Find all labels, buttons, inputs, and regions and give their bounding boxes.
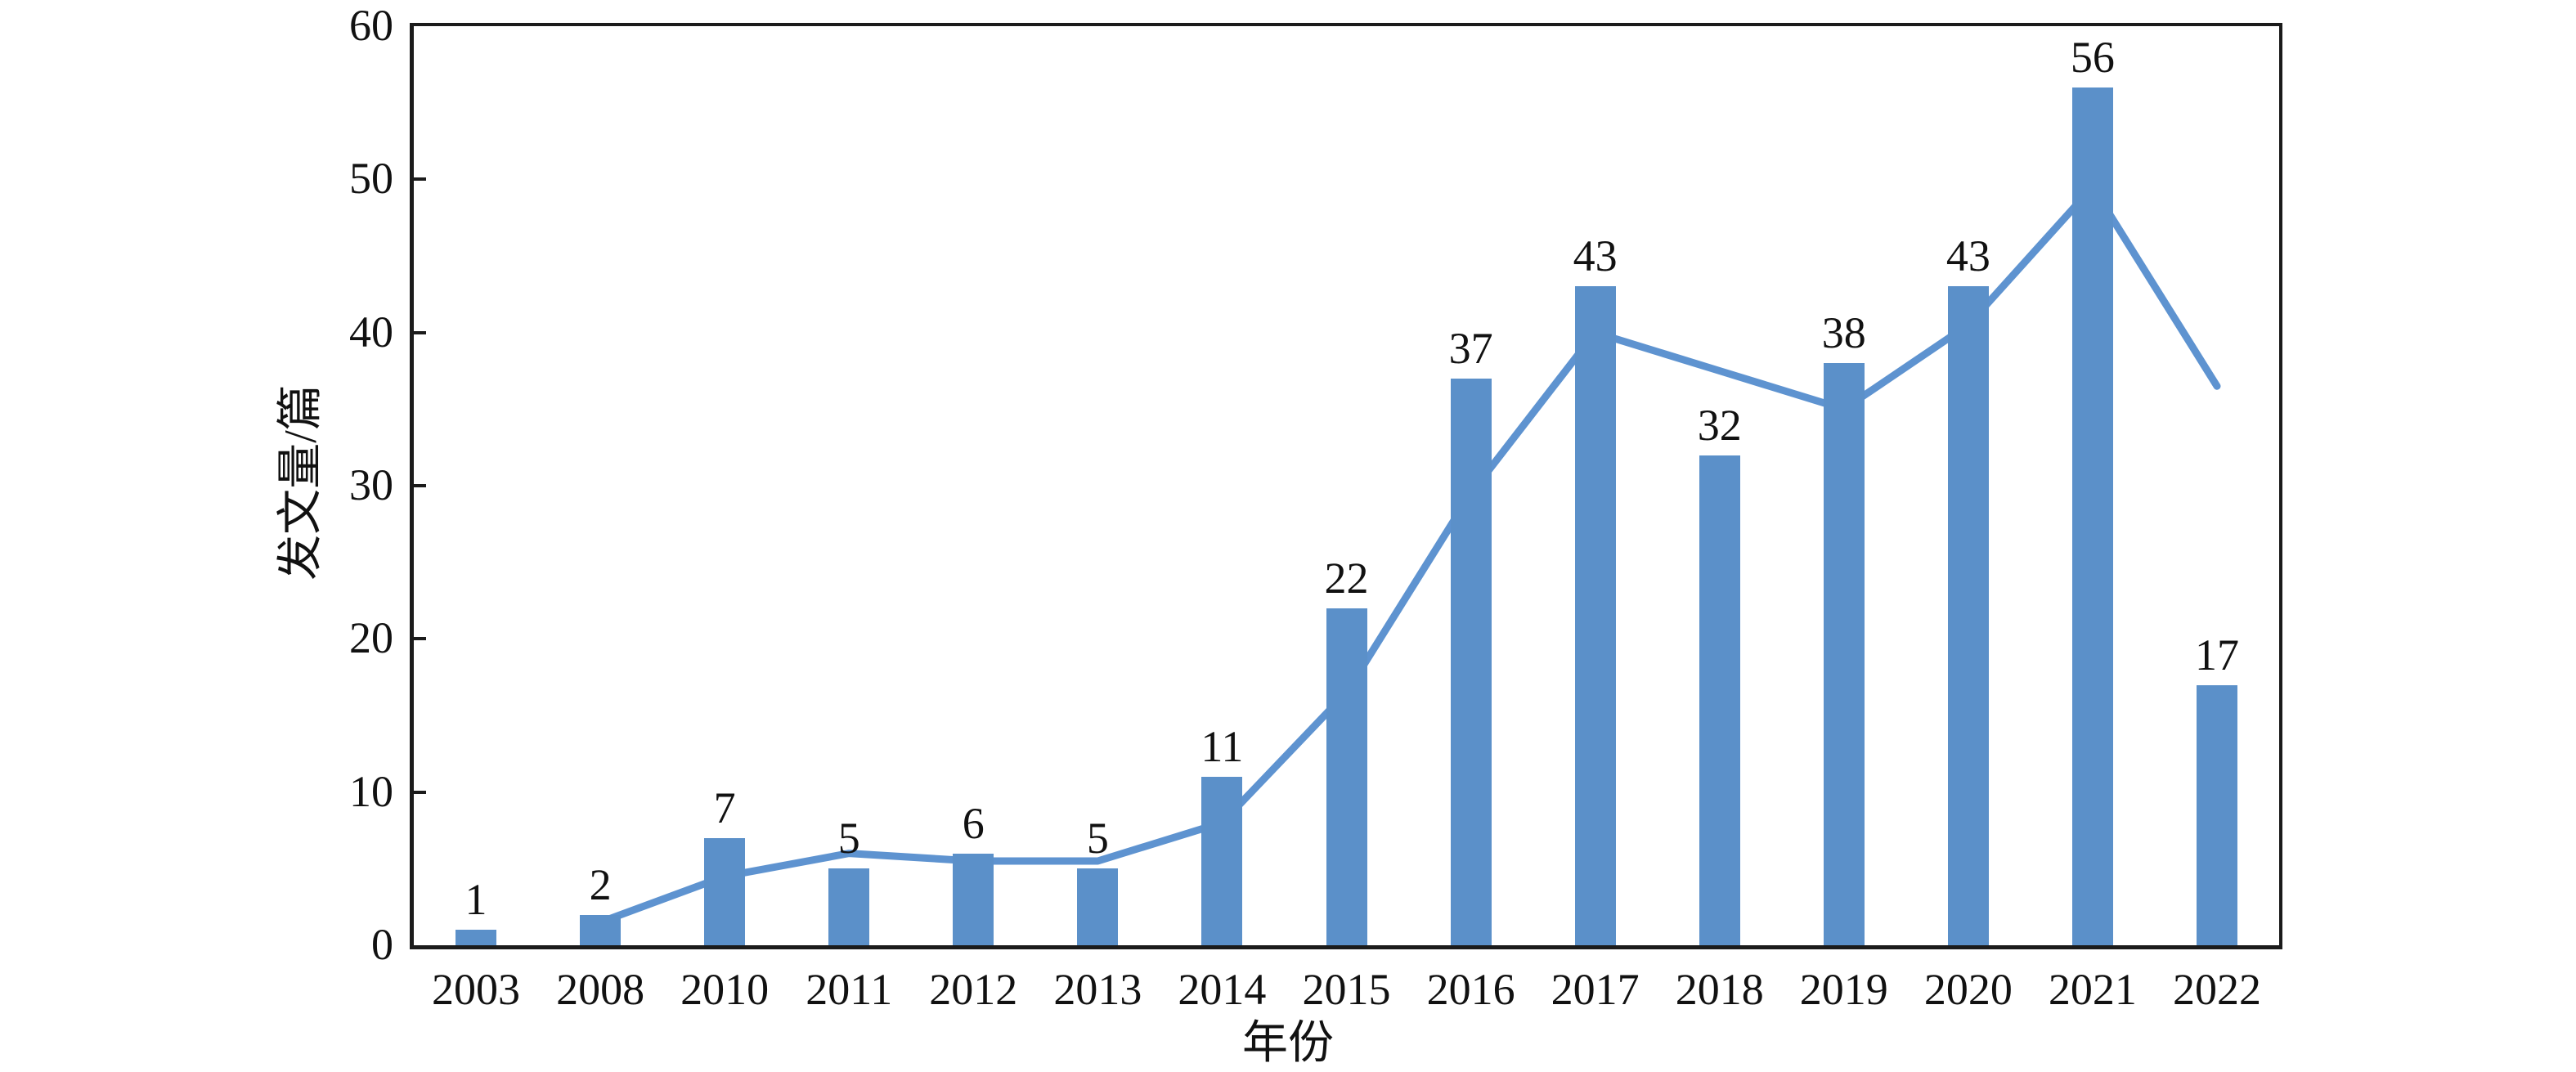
bar-value-label-2010: 7 <box>713 783 736 832</box>
bar-2011 <box>828 868 870 945</box>
y-tick-label-60: 60 <box>349 0 393 50</box>
bar-2021 <box>2071 87 2113 945</box>
y-tick-label-0: 0 <box>371 919 393 969</box>
x-tick-label-2015: 2015 <box>1302 965 1391 1014</box>
plot-inner: 1 2 7 5 6 5 11 22 37 43 32 38 43 56 17 <box>414 26 2279 945</box>
bar-2017 <box>1574 286 1616 945</box>
y-tick-mark-10 <box>414 790 426 794</box>
bar-value-label-2013: 5 <box>1086 814 1109 863</box>
x-tick-label-2022: 2022 <box>2172 965 2261 1014</box>
y-tick-label-40: 40 <box>349 307 393 357</box>
y-tick-mark-40 <box>414 330 426 334</box>
trend-line-chart <box>596 183 2221 926</box>
x-tick-label-2017: 2017 <box>1551 965 1640 1014</box>
bar-value-label-2020: 43 <box>1945 231 1990 281</box>
bar-value-label-2018: 32 <box>1697 400 1742 450</box>
x-tick-label-2011: 2011 <box>806 965 893 1014</box>
y-tick-mark-50 <box>414 177 426 182</box>
x-axis-title: 年份 <box>1242 1018 1334 1069</box>
bar-2022 <box>2196 684 2237 945</box>
x-tick-label-2014: 2014 <box>1178 965 1267 1014</box>
x-tick-label-2020: 2020 <box>1923 965 2013 1014</box>
x-tick-label-2013: 2013 <box>1053 965 1142 1014</box>
bar-value-label-2008: 2 <box>589 859 612 909</box>
y-tick-label-20: 20 <box>349 613 393 663</box>
y-tick-mark-20 <box>414 637 426 641</box>
y-tick-label-10: 10 <box>349 766 393 816</box>
x-tick-label-2021: 2021 <box>2048 965 2137 1014</box>
bar-2018 <box>1699 455 1740 945</box>
y-tick-label-30: 30 <box>349 460 393 509</box>
bar-value-label-2019: 38 <box>1821 308 1866 358</box>
plot-area: 1 2 7 5 6 5 11 22 37 43 32 38 43 56 17 <box>410 23 2282 949</box>
bar-2003 <box>456 930 497 945</box>
bar-2013 <box>1077 868 1119 945</box>
x-tick-label-2008: 2008 <box>556 965 645 1014</box>
x-tick-label-2012: 2012 <box>929 965 1018 1014</box>
bar-2014 <box>1201 776 1243 945</box>
x-tick-label-2018: 2018 <box>1675 965 1764 1014</box>
trend-line <box>596 183 2221 926</box>
bar-value-label-2017: 43 <box>1573 231 1618 281</box>
y-tick-label-50: 50 <box>349 154 393 204</box>
bar-value-label-2003: 1 <box>464 875 487 925</box>
bar-value-label-2012: 6 <box>962 798 985 848</box>
bar-2019 <box>1823 363 1865 945</box>
x-tick-label-2010: 2010 <box>680 965 770 1014</box>
y-tick-mark-30 <box>414 484 426 487</box>
bar-2016 <box>1450 378 1492 945</box>
bar-value-label-2016: 37 <box>1448 323 1493 373</box>
bar-2008 <box>580 914 622 945</box>
bar-2020 <box>1947 286 1989 945</box>
bar-2010 <box>704 837 746 945</box>
bar-value-label-2021: 56 <box>2070 32 2115 82</box>
bar-value-label-2022: 17 <box>2194 630 2239 680</box>
bar-value-label-2014: 11 <box>1200 721 1244 771</box>
bar-2012 <box>953 853 994 945</box>
bar-2015 <box>1326 608 1367 945</box>
x-tick-label-2019: 2019 <box>1799 965 1888 1014</box>
x-tick-label-2003: 2003 <box>432 965 521 1014</box>
bar-value-label-2015: 22 <box>1324 553 1369 603</box>
bar-value-label-2011: 5 <box>837 814 860 863</box>
x-tick-label-2016: 2016 <box>1426 965 1515 1014</box>
